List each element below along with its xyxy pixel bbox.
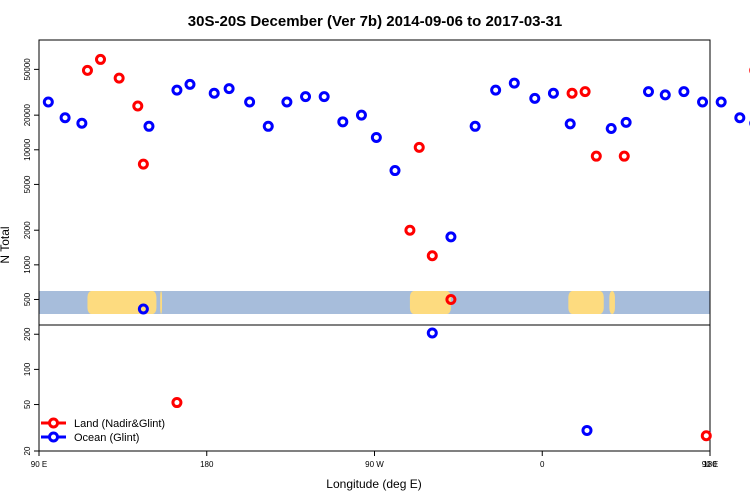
land-point — [81, 64, 93, 76]
y-tick-label: 50000 — [23, 58, 32, 81]
ocean-point — [208, 87, 220, 99]
y-tick-label: 10000 — [23, 138, 32, 161]
land-region — [568, 291, 604, 314]
ocean-point — [734, 112, 746, 124]
chart-title: 30S-20S December (Ver 7b) 2014-09-06 to … — [188, 13, 562, 30]
ocean-point — [143, 120, 155, 132]
ocean-point — [370, 131, 382, 143]
land-point — [426, 250, 438, 262]
land-region — [609, 291, 615, 314]
ocean-point — [426, 327, 438, 339]
y-tick-label: 200 — [23, 327, 32, 341]
y-tick-label: 20 — [23, 446, 32, 455]
ocean-point — [281, 96, 293, 108]
ocean-point — [389, 165, 401, 177]
land-point — [445, 293, 457, 305]
x-axis-title: Longitude (deg E) — [326, 477, 421, 491]
legend-label: Land (Nadir&Glint) — [74, 418, 165, 430]
ocean-point — [659, 89, 671, 101]
y-tick-label: 1000 — [23, 255, 32, 273]
y-tick-label: 100 — [23, 362, 32, 376]
ocean-point — [445, 231, 457, 243]
land-point — [579, 86, 591, 98]
ocean-point — [642, 86, 654, 98]
x-tick-label: 90 E — [702, 460, 718, 469]
land-region — [409, 291, 451, 314]
x-tick-label: 90 W — [365, 460, 384, 469]
ocean-point — [300, 91, 312, 103]
data-points — [42, 53, 750, 442]
y-tick-label: 500 — [23, 292, 32, 306]
land-point — [137, 158, 149, 170]
land-point — [132, 100, 144, 112]
x-tick-label: 180 — [200, 460, 214, 469]
ocean-point — [42, 96, 54, 108]
y-axis-title: N Total — [0, 226, 12, 263]
ocean-point — [581, 424, 593, 436]
ocean-point — [318, 91, 330, 103]
ocean-point — [547, 87, 559, 99]
land-point — [404, 224, 416, 236]
upper-panel-frame — [38, 39, 711, 326]
legend-marker — [48, 417, 59, 429]
ocean-point — [262, 120, 274, 132]
x-tick-label: 90 E — [31, 460, 47, 469]
ocean-point — [564, 118, 576, 130]
y-tick-label: 20000 — [23, 103, 32, 126]
land-point — [171, 397, 183, 409]
legend-marker — [48, 431, 59, 443]
land-point — [700, 430, 712, 442]
x-tick-label: 0 — [540, 460, 545, 469]
ocean-point — [508, 77, 520, 89]
y-tick-label: 50 — [23, 400, 32, 409]
legend: Land (Nadir&Glint) Ocean (Glint) — [41, 417, 165, 444]
ocean-point — [171, 84, 183, 96]
ocean-point — [223, 83, 235, 95]
ocean-band — [39, 291, 710, 314]
land-region — [160, 291, 163, 314]
land-point — [113, 72, 125, 84]
x-tick-label: 180 — [703, 460, 717, 469]
ocean-point — [697, 96, 709, 108]
ocean-point — [490, 84, 502, 96]
land-point — [413, 141, 425, 153]
ocean-point — [529, 92, 541, 104]
ocean-point — [137, 303, 149, 315]
upper-y-axis: 500 1000 2000 5000 10000 20000 50000 — [23, 58, 39, 306]
legend-label: Ocean (Glint) — [74, 432, 139, 444]
y-tick-label: 5000 — [23, 175, 32, 193]
y-tick-label: 2000 — [23, 221, 32, 239]
ocean-point — [605, 123, 617, 135]
ocean-point — [184, 78, 196, 90]
ocean-point — [76, 117, 88, 129]
land-point — [95, 53, 107, 65]
land-point — [566, 87, 578, 99]
ocean-point — [244, 96, 256, 108]
ocean-point — [715, 96, 727, 108]
ocean-point — [337, 116, 349, 128]
lower-y-axis: 20 50 100 200 — [23, 327, 39, 455]
ocean-point — [620, 116, 632, 128]
land-point — [618, 150, 630, 162]
land-point — [590, 150, 602, 162]
ocean-point — [678, 86, 690, 98]
lower-panel-frame — [38, 324, 711, 452]
ocean-point — [469, 120, 481, 132]
ocean-point — [59, 112, 71, 124]
ocean-point — [355, 109, 367, 121]
